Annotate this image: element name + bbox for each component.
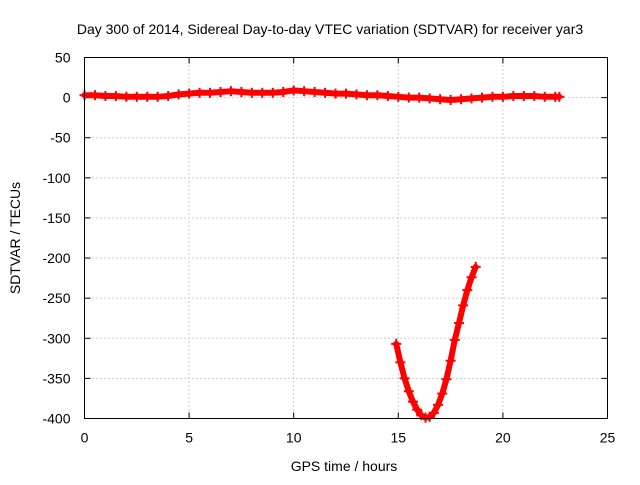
data-point [236, 86, 247, 97]
data-point [441, 374, 452, 385]
data-point [428, 407, 439, 418]
plot-frame [84, 57, 608, 419]
data-point [131, 91, 142, 102]
data-point [299, 86, 310, 97]
data-point [476, 92, 487, 103]
y-tick-label: -100 [42, 170, 70, 186]
data-point [142, 91, 153, 102]
data-point [435, 94, 446, 105]
data-point [462, 285, 473, 296]
chart-title: Day 300 of 2014, Sidereal Day-to-day VTE… [77, 21, 583, 37]
data-point [110, 91, 121, 102]
data-point [395, 357, 406, 368]
data-point [437, 388, 448, 399]
data-point [399, 373, 410, 384]
y-tick-label: -350 [42, 370, 70, 386]
data-point [449, 334, 460, 345]
y-tick-label: -300 [42, 330, 70, 346]
data-point [458, 300, 469, 311]
data-point [309, 86, 320, 97]
data-point [246, 87, 257, 98]
data-point [414, 92, 425, 103]
y-tick-label: 50 [55, 50, 71, 66]
data-point [225, 86, 236, 97]
data-point [121, 91, 132, 102]
x-tick-label: 25 [600, 430, 616, 446]
data-point [403, 92, 414, 103]
data-point [89, 90, 100, 101]
y-tick-label: -150 [42, 210, 70, 226]
data-point [445, 355, 456, 366]
data-point [361, 90, 372, 101]
data-point [194, 87, 205, 98]
data-point [412, 404, 423, 415]
data-point [424, 93, 435, 104]
data-point [508, 91, 519, 102]
x-tick-label: 20 [495, 430, 511, 446]
data-point [470, 261, 481, 272]
data-point [257, 87, 268, 98]
grid-layer [84, 57, 608, 419]
data-point [466, 93, 477, 104]
data-layer [79, 85, 565, 423]
data-point [407, 396, 418, 407]
tick-layer: 0 5 10 15 20 25 50 0 -50 -100 -150 -200 -250 -300 -350… [42, 50, 615, 446]
data-point [403, 386, 414, 397]
data-point [152, 91, 163, 102]
x-tick-label: 10 [286, 430, 302, 446]
data-point [393, 91, 404, 102]
data-point [487, 91, 498, 102]
data-point [529, 91, 540, 102]
data-point [539, 91, 550, 102]
data-point [456, 94, 467, 105]
y-tick-label: -200 [42, 250, 70, 266]
data-point [205, 87, 216, 98]
data-point [288, 85, 299, 96]
y-tick-label: -250 [42, 290, 70, 306]
data-point [173, 89, 184, 100]
data-point [518, 91, 529, 102]
data-point [163, 91, 174, 102]
y-tick-label: -50 [50, 130, 70, 146]
x-tick-label: 5 [185, 430, 193, 446]
data-point [215, 86, 226, 97]
data-point [433, 399, 444, 410]
x-tick-label: 0 [81, 430, 89, 446]
y-tick-label: -400 [42, 411, 70, 427]
data-point [382, 91, 393, 102]
data-point [554, 91, 565, 102]
data-point [100, 91, 111, 102]
data-point [351, 89, 362, 100]
y-tick-label: 0 [63, 90, 71, 106]
data-point [453, 318, 464, 329]
data-point [341, 88, 351, 99]
x-axis-label: GPS time / hours [291, 458, 398, 474]
data-point [497, 91, 508, 102]
data-point [330, 88, 341, 99]
data-point [466, 272, 477, 283]
data-point [320, 87, 331, 98]
y-axis-label: SDTVAR / TECUs [7, 182, 23, 294]
data-point [372, 90, 383, 101]
data-point [184, 88, 195, 99]
data-point [391, 338, 402, 349]
data-point [278, 86, 289, 97]
data-point [267, 87, 278, 98]
x-tick-label: 15 [391, 430, 407, 446]
data-point [445, 95, 456, 106]
